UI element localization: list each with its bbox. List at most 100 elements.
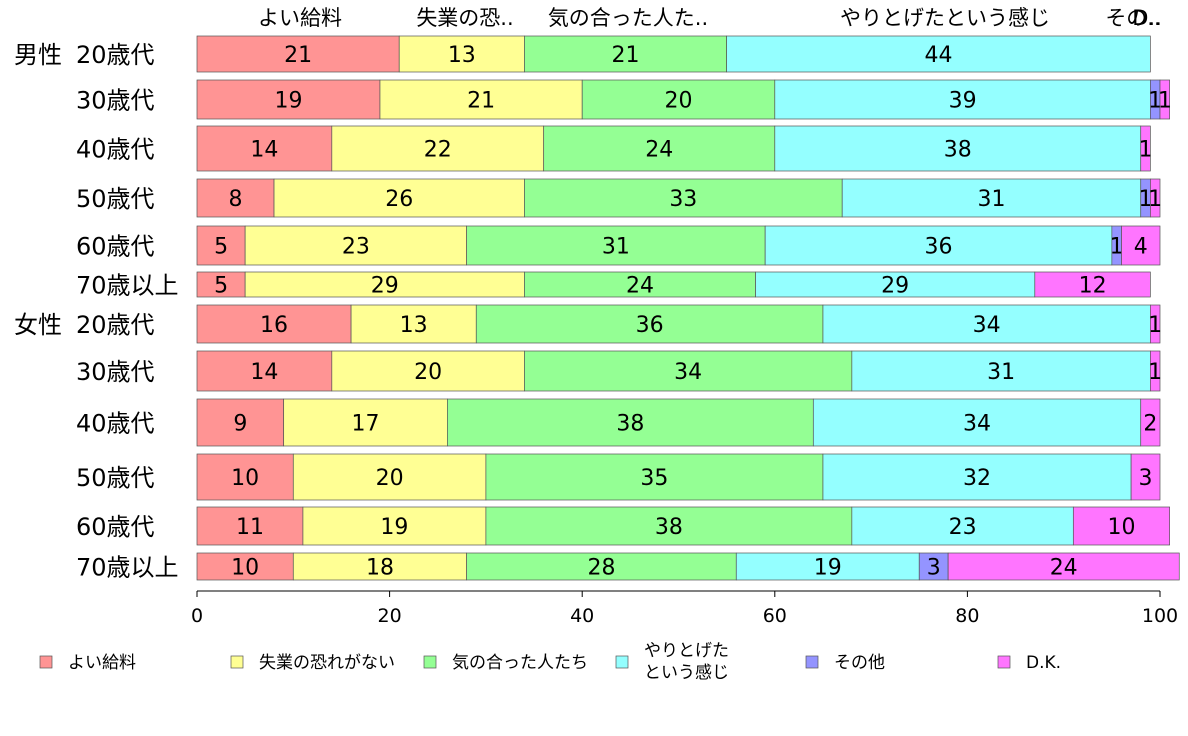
bar-segment xyxy=(398,35,525,73)
row-label: 40歳代 xyxy=(76,136,155,164)
row-label: 20歳代 xyxy=(76,41,155,69)
data-label: 29 xyxy=(881,274,909,299)
data-label: 1 xyxy=(1139,138,1153,163)
bar-segment xyxy=(244,225,467,266)
data-label: 14 xyxy=(250,360,278,385)
legend-swatch xyxy=(997,655,1011,669)
bar-segment xyxy=(331,125,545,172)
bar-segment xyxy=(774,79,1151,120)
legend-label: やりとげた xyxy=(644,641,729,661)
legend-label: よい給料 xyxy=(68,653,136,673)
data-label: 35 xyxy=(640,466,668,491)
bar-segment xyxy=(196,125,333,172)
data-label: 38 xyxy=(655,515,683,540)
data-label: 19 xyxy=(380,515,408,540)
x-tick-label: 0 xyxy=(191,605,203,627)
bar-segment xyxy=(1130,453,1161,501)
bar-segment xyxy=(196,35,400,73)
bar-segment xyxy=(196,304,352,344)
data-label: 24 xyxy=(1050,556,1078,581)
data-label: 23 xyxy=(342,235,370,260)
data-label: 20 xyxy=(414,360,442,385)
legend-swatch xyxy=(230,655,244,669)
bar-segment xyxy=(331,350,525,392)
data-label: 20 xyxy=(376,466,404,491)
data-label: 36 xyxy=(636,313,664,338)
bar-segment xyxy=(524,178,843,218)
data-label: 31 xyxy=(977,187,1005,212)
bar-segment xyxy=(543,125,776,172)
data-label: 31 xyxy=(602,235,630,260)
legend-swatch xyxy=(39,655,53,669)
bar-segment xyxy=(524,35,727,73)
data-label: 1 xyxy=(1158,89,1172,114)
bar-segment xyxy=(1150,304,1161,344)
bar-segment xyxy=(841,178,1142,218)
data-label: 1 xyxy=(1139,187,1153,212)
bar-segment xyxy=(581,79,776,120)
data-label: 9 xyxy=(233,412,247,437)
data-label: 23 xyxy=(949,515,977,540)
data-label: 5 xyxy=(214,235,228,260)
data-label: 1 xyxy=(1148,89,1162,114)
legend-swatch xyxy=(423,655,437,669)
legend-label: 失業の恐れがない xyxy=(259,653,395,673)
row-label: 50歳代 xyxy=(76,185,155,213)
top-category-label: D.. xyxy=(1132,6,1162,30)
data-label: 2 xyxy=(1143,412,1157,437)
data-label: 26 xyxy=(385,187,413,212)
data-label: 1 xyxy=(1148,360,1162,385)
row-label: 50歳代 xyxy=(76,464,155,492)
bar-segment xyxy=(485,506,853,546)
legend-swatch xyxy=(615,655,629,669)
data-label: 10 xyxy=(1107,515,1135,540)
data-label: 36 xyxy=(925,235,953,260)
bar-segment xyxy=(1072,506,1170,546)
data-label: 19 xyxy=(814,556,842,581)
bar-segment xyxy=(1140,398,1161,447)
group-label: 男性 xyxy=(14,41,62,69)
data-label: 1 xyxy=(1148,313,1162,338)
bar-segment xyxy=(485,453,824,501)
bar-segment xyxy=(822,453,1132,501)
group-label: 女性 xyxy=(14,311,62,339)
bar-segment xyxy=(524,350,853,392)
legend-label: 気の合った人たち xyxy=(452,653,588,673)
bar-segment xyxy=(726,35,1151,73)
data-label: 29 xyxy=(371,274,399,299)
data-label: 12 xyxy=(1079,274,1107,299)
data-label: 13 xyxy=(448,43,476,68)
data-label: 4 xyxy=(1134,235,1148,260)
data-label: 34 xyxy=(973,313,1001,338)
row-label: 60歳代 xyxy=(76,513,155,541)
x-tick-label: 40 xyxy=(570,605,594,627)
data-label: 21 xyxy=(467,89,495,114)
legend-label: D.K. xyxy=(1026,653,1061,673)
bar-segment xyxy=(350,304,477,344)
bar-segment xyxy=(1140,125,1151,172)
data-label: 18 xyxy=(366,556,394,581)
data-label: 10 xyxy=(231,466,259,491)
data-label: 22 xyxy=(424,138,452,163)
bar-segment xyxy=(1150,178,1161,218)
bar-segment xyxy=(851,506,1074,546)
data-label: 19 xyxy=(274,89,302,114)
legend-label: その他 xyxy=(834,653,885,673)
data-label: 33 xyxy=(669,187,697,212)
row-label: 70歳以上 xyxy=(76,554,179,582)
x-tick-label: 80 xyxy=(955,605,979,627)
bar-segment xyxy=(196,453,294,501)
data-label: 32 xyxy=(963,466,991,491)
bar-segment xyxy=(1034,271,1151,298)
bar-segment xyxy=(196,225,246,266)
data-label: 3 xyxy=(927,556,941,581)
data-label: 20 xyxy=(665,89,693,114)
data-label: 11 xyxy=(236,515,264,540)
data-label: 13 xyxy=(400,313,428,338)
bar-segment xyxy=(196,79,381,120)
legend-label: という感じ xyxy=(644,663,729,683)
bar-segment xyxy=(466,225,766,266)
x-tick-label: 100 xyxy=(1142,605,1178,627)
legend-swatch xyxy=(805,655,819,669)
